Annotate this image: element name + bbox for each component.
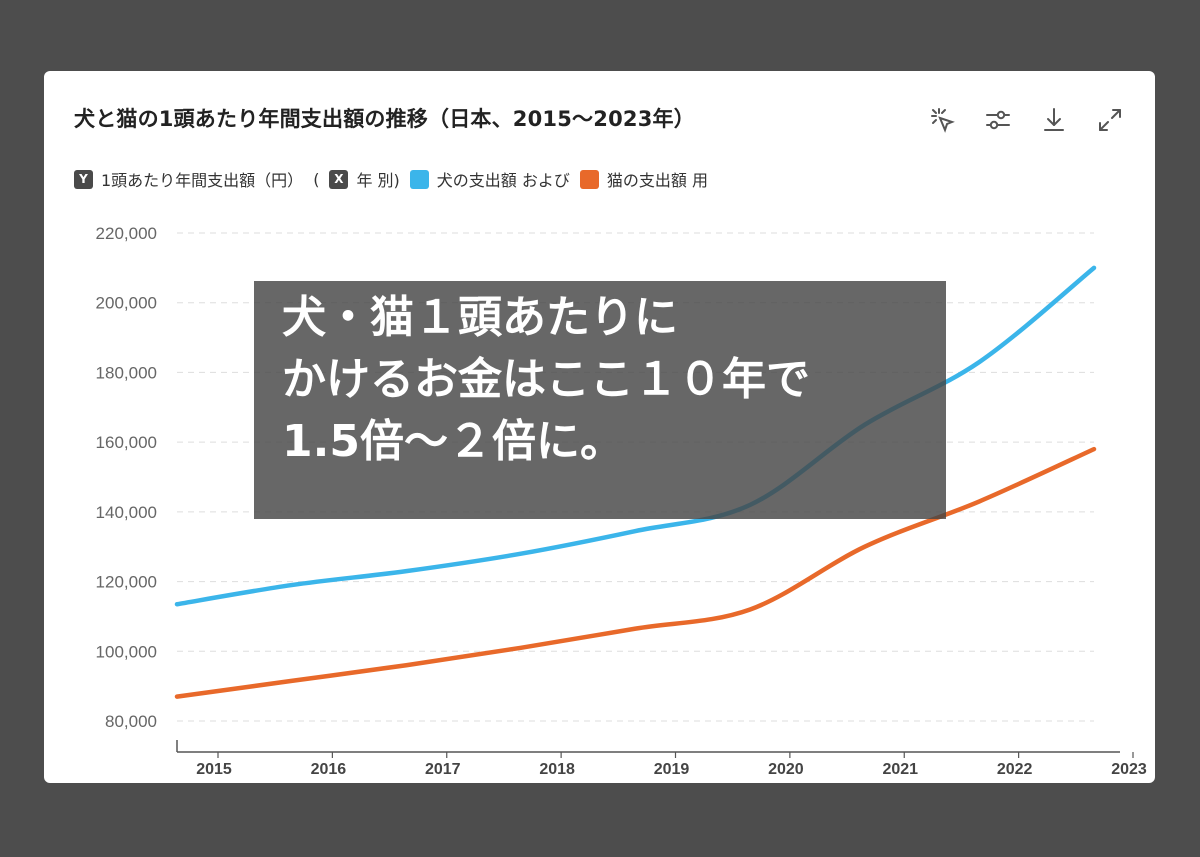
y-tick-label: 220,000 — [96, 224, 157, 243]
x-tick-label: 2019 — [654, 761, 690, 778]
x-tick-label: 2020 — [768, 761, 804, 778]
x-tick-label: 2023 — [1111, 761, 1147, 778]
dog-series-line — [174, 265, 1097, 607]
dog-swatch — [409, 169, 429, 189]
x-tick-label: 2017 — [425, 761, 461, 778]
download-icon[interactable] — [1039, 105, 1069, 135]
caption-line-1: 犬・猫１頭あたりに — [282, 292, 678, 343]
cat-legend-label: 猫の支出額 用 — [606, 171, 708, 190]
y-badge: Y — [74, 169, 93, 189]
x-tick-label: 2015 — [196, 761, 232, 778]
x-tick-label: 2022 — [997, 761, 1033, 778]
chart-toolbar — [927, 105, 1125, 135]
legend-x-axis: X 年 別) — [329, 167, 400, 191]
y-tick-label: 200,000 — [96, 294, 157, 313]
dog-legend-label: 犬の支出額 および — [436, 171, 570, 190]
y-tick-label: 140,000 — [96, 503, 157, 522]
chart-title: 犬と猫の1頭あたり年間支出額の推移（日本、2015〜2023年） — [74, 107, 695, 131]
legend-cat[interactable]: 猫の支出額 用 — [579, 167, 708, 191]
cursor-click-icon[interactable] — [927, 105, 957, 135]
legend-y-axis: Y 1頭あたり年間支出額（円） — [74, 167, 303, 191]
y-tick-label: 120,000 — [96, 573, 157, 592]
cat-series-line — [174, 446, 1097, 699]
legend-paren: ( — [313, 169, 320, 189]
y-tick-label: 180,000 — [96, 363, 157, 382]
y-tick-label: 100,000 — [96, 642, 157, 661]
caption-line-2: かけるお金はここ１０年で — [282, 354, 810, 405]
x-tick-label: 2016 — [311, 761, 347, 778]
y-tick-label: 160,000 — [96, 433, 157, 452]
y-tick-label: 80,000 — [105, 712, 157, 731]
cat-swatch — [579, 169, 599, 189]
chart-legend: Y 1頭あたり年間支出額（円） ( X 年 別) 犬の支出額 および 猫の支出額… — [74, 167, 718, 191]
sliders-icon[interactable] — [983, 105, 1013, 135]
legend-dog[interactable]: 犬の支出額 および — [409, 167, 570, 191]
x-badge: X — [329, 169, 349, 189]
caption-line-3: 1.5倍〜２倍に。 — [282, 416, 624, 467]
chart-card: 犬と猫の1頭あたり年間支出額の推移（日本、2015〜2023年） — [44, 71, 1155, 783]
x-tick-label: 2018 — [539, 761, 575, 778]
expand-icon[interactable] — [1095, 105, 1125, 135]
x-tick-label: 2021 — [882, 761, 918, 778]
y-axis-label: 1頭あたり年間支出額（円） — [101, 171, 304, 190]
caption-overlay: 犬・猫１頭あたりに かけるお金はここ１０年で 1.5倍〜２倍に。 — [254, 281, 946, 519]
x-axis-label: 年 別) — [356, 171, 400, 190]
